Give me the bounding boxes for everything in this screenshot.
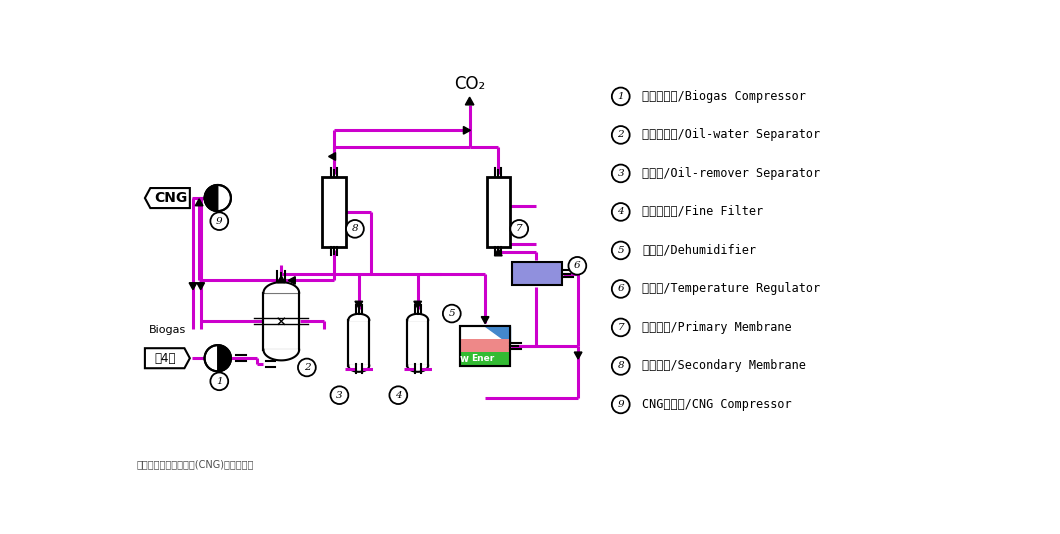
- Circle shape: [612, 203, 630, 221]
- Bar: [460, 326, 510, 366]
- Polygon shape: [278, 276, 285, 283]
- Text: 8: 8: [352, 224, 358, 233]
- Text: 2: 2: [617, 130, 624, 139]
- Polygon shape: [575, 352, 582, 359]
- Text: 二级膜件/Secondary Membrane: 二级膜件/Secondary Membrane: [642, 359, 807, 372]
- Text: 调湿器/Temperature Regulator: 调湿器/Temperature Regulator: [642, 282, 820, 295]
- Text: 油水分离器/Oil-water Separator: 油水分离器/Oil-water Separator: [642, 128, 820, 142]
- Circle shape: [210, 373, 228, 390]
- Bar: [324, 181, 343, 243]
- Text: 5: 5: [448, 309, 455, 318]
- Bar: [265, 294, 298, 312]
- Bar: [322, 177, 346, 247]
- Circle shape: [298, 359, 316, 376]
- Text: CNG: CNG: [154, 191, 188, 205]
- Circle shape: [612, 126, 630, 144]
- Polygon shape: [329, 153, 336, 160]
- Text: 3: 3: [336, 391, 342, 399]
- Circle shape: [331, 386, 349, 404]
- Bar: [512, 262, 562, 285]
- Polygon shape: [485, 326, 510, 344]
- Text: 1: 1: [216, 377, 223, 386]
- Text: 精密过滤器/Fine Filter: 精密过滤器/Fine Filter: [642, 206, 763, 218]
- Bar: [409, 328, 426, 364]
- Text: 1: 1: [617, 92, 624, 101]
- Polygon shape: [264, 350, 299, 360]
- Bar: [489, 181, 508, 243]
- Bar: [487, 177, 510, 247]
- Polygon shape: [264, 282, 299, 293]
- Circle shape: [443, 305, 461, 323]
- Circle shape: [612, 319, 630, 336]
- Text: 4: 4: [395, 391, 402, 399]
- Circle shape: [389, 386, 407, 404]
- Text: 7: 7: [516, 224, 523, 233]
- Text: 除油器/Oil-remover Separator: 除油器/Oil-remover Separator: [642, 167, 820, 180]
- Text: 7: 7: [617, 323, 624, 332]
- Polygon shape: [145, 348, 190, 368]
- Circle shape: [205, 345, 231, 371]
- Polygon shape: [407, 314, 428, 320]
- Circle shape: [612, 88, 630, 105]
- Polygon shape: [145, 188, 190, 208]
- Polygon shape: [217, 345, 231, 371]
- Circle shape: [346, 220, 364, 238]
- Bar: [460, 352, 510, 366]
- Bar: [460, 326, 510, 366]
- Text: 2: 2: [303, 363, 311, 372]
- Circle shape: [612, 241, 630, 260]
- Text: Biogas: Biogas: [148, 325, 185, 335]
- Circle shape: [612, 280, 630, 298]
- Circle shape: [210, 213, 228, 230]
- Text: 4: 4: [617, 207, 624, 216]
- Polygon shape: [189, 283, 197, 289]
- Polygon shape: [355, 301, 363, 308]
- Polygon shape: [288, 277, 296, 284]
- Polygon shape: [195, 199, 202, 206]
- Bar: [407, 320, 428, 366]
- Circle shape: [612, 357, 630, 375]
- Text: 9: 9: [617, 400, 624, 409]
- Text: 6: 6: [575, 261, 581, 270]
- Circle shape: [568, 257, 586, 274]
- Circle shape: [612, 164, 630, 182]
- Bar: [460, 339, 510, 352]
- Bar: [264, 293, 299, 350]
- Polygon shape: [197, 283, 205, 289]
- Circle shape: [205, 185, 231, 211]
- Text: 6: 6: [617, 285, 624, 293]
- Circle shape: [510, 220, 528, 238]
- Text: 沼气膜分离提纯天然气(CNG)工艺流程图: 沼气膜分离提纯天然气(CNG)工艺流程图: [137, 459, 253, 469]
- Text: 3: 3: [617, 169, 624, 178]
- Text: 9: 9: [216, 217, 223, 226]
- Bar: [349, 320, 369, 366]
- Text: 8: 8: [617, 362, 624, 371]
- Text: 氧4气: 氧4气: [155, 352, 176, 365]
- Text: 一级膜件/Primary Membrane: 一级膜件/Primary Membrane: [642, 321, 792, 334]
- Text: 5: 5: [617, 246, 624, 255]
- Text: Ener: Ener: [472, 355, 495, 364]
- Polygon shape: [481, 317, 489, 324]
- Polygon shape: [465, 97, 474, 105]
- Polygon shape: [349, 366, 369, 372]
- Text: w: w: [460, 354, 470, 364]
- Polygon shape: [205, 185, 217, 211]
- Text: 除湿器/Dehumidifier: 除湿器/Dehumidifier: [642, 244, 757, 257]
- Polygon shape: [413, 301, 422, 308]
- Text: 沼气压缩机/Biogas Compressor: 沼气压缩机/Biogas Compressor: [642, 90, 807, 103]
- Polygon shape: [494, 249, 502, 256]
- Circle shape: [612, 396, 630, 413]
- Text: CO₂: CO₂: [454, 75, 485, 93]
- Polygon shape: [463, 127, 471, 134]
- Polygon shape: [407, 366, 428, 372]
- Text: CNG压缩机/CNG Compressor: CNG压缩机/CNG Compressor: [642, 398, 792, 411]
- Bar: [350, 328, 368, 364]
- Polygon shape: [349, 314, 369, 320]
